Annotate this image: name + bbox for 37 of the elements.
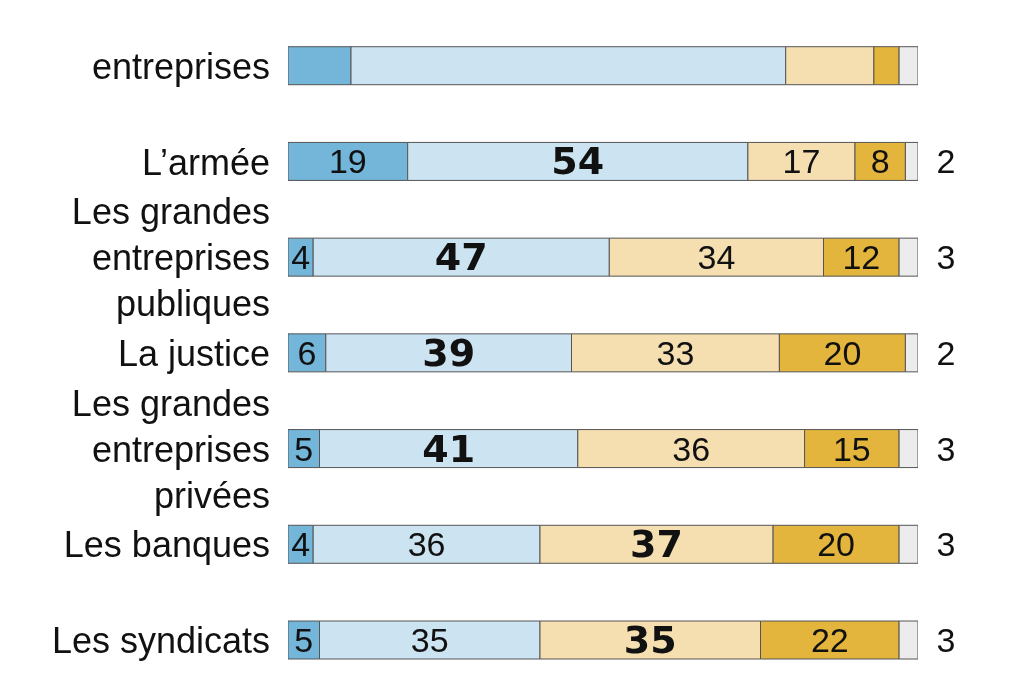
y-tick-label: entreprises [91,45,270,87]
data-label: 2 [936,142,956,181]
data-label: 3 [936,525,956,564]
y-tick-label: Les grandes entreprises privées [71,382,270,516]
data-label: 15 [832,429,871,468]
data-label: 22 [810,621,849,659]
data-label: 19 [328,142,367,181]
data-label: 3 [936,621,956,659]
data-label: 54 [551,139,605,184]
data-label: 5 [294,429,314,468]
data-label: 5 [294,621,314,659]
data-label: 36 [407,525,446,564]
data-label: 20 [817,525,856,564]
data-label: 33 [656,333,695,372]
y-tick-label: La justice [117,332,270,374]
data-label: 35 [623,618,677,662]
data-label: 37 [630,522,683,567]
y-tick-label: L’armée [141,141,270,183]
data-label: 3 [936,238,956,277]
data-label: 6 [297,333,317,372]
data-label: 34 [697,238,736,277]
data-label: 20 [823,333,862,372]
data-label: 17 [782,142,821,181]
data-label: 39 [422,330,476,375]
data-label: 8 [870,142,890,181]
y-tick-label: Les banques [63,523,270,565]
data-label: 3 [936,429,956,468]
data-label: 2 [936,333,956,372]
y-tick-label: Les syndicats [51,619,270,661]
data-label: 4 [291,525,311,564]
data-label: 12 [842,238,881,277]
data-label: 4 [291,238,311,277]
data-label: 36 [672,429,711,468]
data-label: 35 [410,621,449,659]
data-label: 41 [422,426,476,471]
data-label: 47 [434,235,488,280]
y-tick-label: Les grandes entreprises publiques [71,190,270,324]
